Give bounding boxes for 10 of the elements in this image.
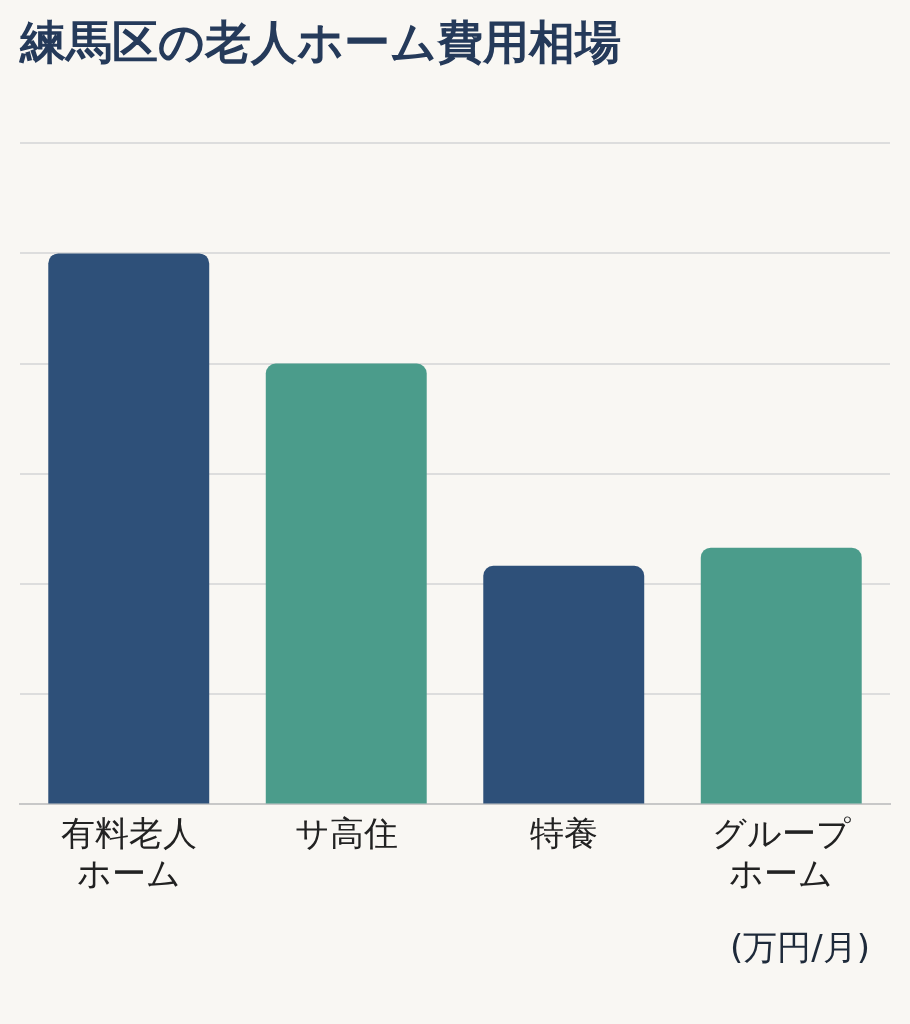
- chart-title: 練馬区の老人ホーム費用相場: [18, 14, 621, 69]
- x-tick-label: サ高住: [294, 812, 398, 853]
- x-tick-label: 特養: [529, 812, 598, 853]
- bar: [48, 253, 210, 804]
- bar: [483, 565, 645, 804]
- bar: [265, 363, 427, 804]
- x-tick-label: グループホーム: [711, 812, 851, 894]
- x-tick-label: 有料老人ホーム: [60, 812, 197, 894]
- text: (万円/月): [730, 926, 870, 969]
- bar: [700, 547, 862, 804]
